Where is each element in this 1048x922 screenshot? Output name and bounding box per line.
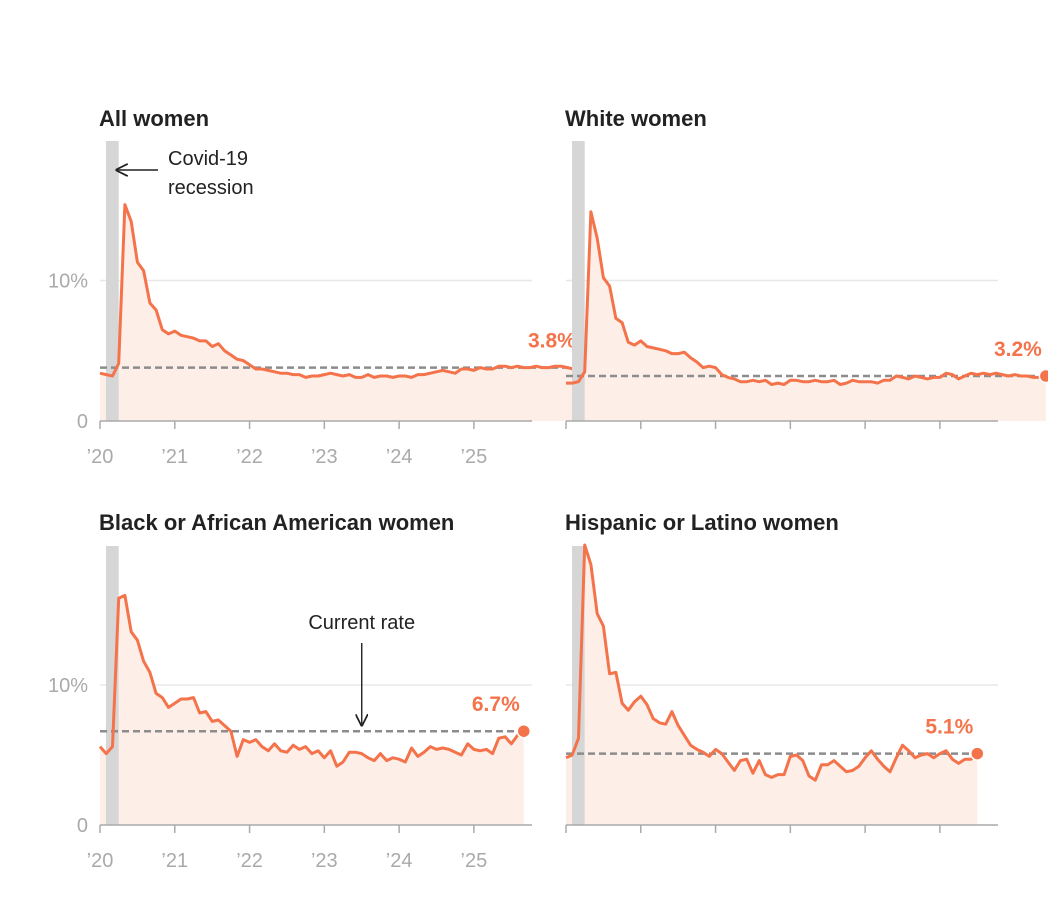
panel-2: White women 3.2%: [565, 106, 1048, 429]
recession-band: [571, 141, 585, 421]
series-line: [565, 543, 979, 782]
x-tick-label: ’24: [386, 446, 413, 468]
x-tick-label: ’25: [461, 850, 488, 872]
x-tick-label: ’20: [87, 446, 114, 468]
panel-1: All women 0 10% 3.8% ’20 ’21 ’22 ’23 ’24 ’25 Covid…: [48, 106, 588, 468]
panel-title: All women: [99, 106, 209, 131]
series-line: [99, 203, 581, 379]
current-point: [1038, 368, 1048, 384]
area-fill: [100, 204, 580, 421]
x-tick-label: ’22: [236, 850, 263, 872]
series-line: [98, 593, 525, 768]
x-tick-label: ’21: [161, 446, 188, 468]
x-tick-label: ’20: [87, 850, 114, 872]
y-tick-label: 10%: [48, 271, 88, 293]
current-value-label: 3.8%: [528, 330, 576, 353]
y-tick-label: 0: [77, 411, 88, 433]
annotation-label: recession: [168, 177, 254, 199]
x-tick-label: ’24: [386, 850, 413, 872]
current-value-label: 3.2%: [994, 338, 1042, 361]
panel-3: Black or African American women 0 10% 6.7% ’…: [48, 510, 532, 872]
x-tick-label: ’25: [461, 446, 488, 468]
current-point: [516, 723, 532, 739]
series-line: [566, 210, 1047, 386]
panel-title: White women: [565, 106, 707, 131]
area-fill: [100, 595, 524, 825]
y-tick-label: 10%: [48, 675, 88, 697]
y-tick-label: 0: [77, 815, 88, 837]
x-tick-label: ’23: [311, 850, 338, 872]
x-tick-label: ’22: [236, 446, 263, 468]
panel-4: Hispanic or Latino women 5.1%: [565, 510, 998, 833]
x-tick-label: ’23: [311, 446, 338, 468]
current-value-label: 5.1%: [925, 716, 973, 739]
current-point: [970, 746, 985, 761]
recession-band: [105, 546, 119, 825]
annotation-label: Covid-19: [168, 148, 248, 170]
panel-title: Black or African American women: [99, 510, 454, 535]
recession-band: [105, 141, 119, 421]
panel-title: Hispanic or Latino women: [565, 510, 839, 535]
area-fill: [566, 545, 978, 825]
x-tick-label: ’21: [161, 850, 188, 872]
annotation-label: Current rate: [308, 612, 415, 634]
area-fill: [566, 211, 1046, 421]
current-value-label: 6.7%: [472, 693, 520, 716]
